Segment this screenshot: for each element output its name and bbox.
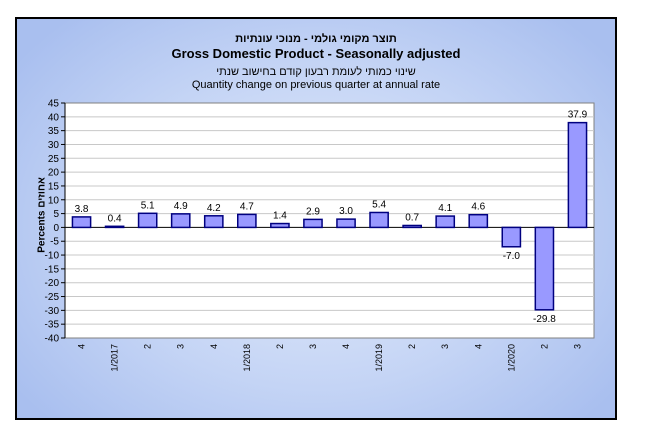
x-tick-label: 2: [539, 344, 549, 349]
y-tick-label: 10: [48, 195, 60, 206]
y-tick-label: 40: [48, 112, 60, 123]
bar: [237, 213, 257, 229]
data-label: 37.9: [568, 110, 588, 121]
data-label: 0.7: [405, 212, 419, 223]
bar: [137, 212, 158, 229]
x-tick-label: 2: [275, 344, 285, 349]
x-tick-label: 3: [308, 344, 318, 349]
data-label: 5.1: [141, 200, 155, 211]
y-tick-label: 35: [48, 126, 60, 137]
data-label: 4.1: [438, 203, 452, 214]
data-label: 0.4: [108, 213, 122, 224]
y-tick-label: -25: [45, 292, 60, 303]
bar: [170, 213, 191, 229]
y-tick-label: -20: [45, 278, 60, 289]
bar: [501, 226, 522, 248]
x-tick-label: 2: [143, 344, 153, 349]
y-tick-label: -15: [45, 264, 60, 275]
data-label: 5.4: [372, 199, 386, 210]
bar: [104, 225, 125, 229]
y-tick-label: 30: [48, 140, 60, 151]
bar: [71, 216, 92, 229]
bar: [369, 211, 389, 229]
x-tick-label: 4: [77, 344, 87, 349]
y-axis-label: Percents אחוזים: [36, 177, 48, 253]
y-tick-label: -30: [45, 306, 60, 317]
bar: [303, 218, 323, 229]
data-label: -7.0: [503, 251, 521, 262]
bar: [203, 215, 224, 229]
x-tick-label: 4: [341, 344, 351, 349]
data-label: 1.4: [273, 211, 287, 222]
x-tick-label: 2: [407, 344, 417, 349]
x-tick-label: 1/2019: [374, 344, 384, 372]
y-tick-label: -5: [50, 237, 59, 248]
y-tick-label: -35: [45, 320, 60, 331]
bar: [336, 218, 356, 229]
x-tick-label: 4: [473, 344, 483, 349]
x-tick-label: 3: [440, 344, 450, 349]
bar: [402, 224, 422, 229]
data-label: 4.7: [240, 201, 254, 212]
y-tick-label: 5: [53, 209, 59, 220]
data-label: -29.8: [533, 314, 556, 325]
chart-title-hebrew: תוצר מקומי גולמי - מנוכי עונתיות: [235, 33, 397, 45]
x-tick-label: 4: [209, 344, 219, 349]
chart-title: Gross Domestic Product - Seasonally adju…: [171, 46, 461, 61]
x-tick-label: 3: [176, 344, 186, 349]
y-tick-label: -40: [45, 334, 60, 345]
bar: [534, 226, 555, 311]
x-tick-label: 1/2018: [242, 344, 252, 372]
chart-frame: תוצר מקומי גולמי - מנוכי עונתיות Gross D…: [15, 17, 617, 420]
data-label: 4.9: [174, 201, 188, 212]
y-tick-label: -10: [45, 251, 60, 262]
chart-subtitle: Quantity change on previous quarter at a…: [191, 79, 441, 91]
y-tick-label: 15: [48, 181, 60, 192]
x-tick-label: 1/2020: [506, 344, 516, 372]
data-label: 4.2: [207, 203, 221, 214]
y-tick-label: 25: [48, 154, 60, 165]
x-tick-label: 3: [572, 344, 582, 349]
bar: [468, 213, 489, 229]
bar: [567, 121, 588, 229]
bar: [270, 222, 290, 229]
data-label: 4.6: [471, 202, 485, 213]
chart-subtitle-hebrew: שינוי כמותי לעומת רבעון קודם בחישוב שנתי: [216, 66, 416, 78]
y-tick-label: 0: [53, 223, 59, 234]
data-label: 3.0: [339, 206, 353, 217]
x-tick-label: 1/2017: [110, 344, 120, 372]
data-label: 3.8: [75, 204, 89, 215]
data-label: 2.9: [306, 206, 320, 217]
bar-chart: -40 -35 -30 -25 -20 -15 -10 -5 0 5 10 15 20 25 30 35 40 4…: [45, 99, 595, 372]
bar: [435, 215, 456, 229]
y-tick-label: 20: [48, 168, 60, 179]
y-tick-label: 45: [48, 99, 60, 110]
